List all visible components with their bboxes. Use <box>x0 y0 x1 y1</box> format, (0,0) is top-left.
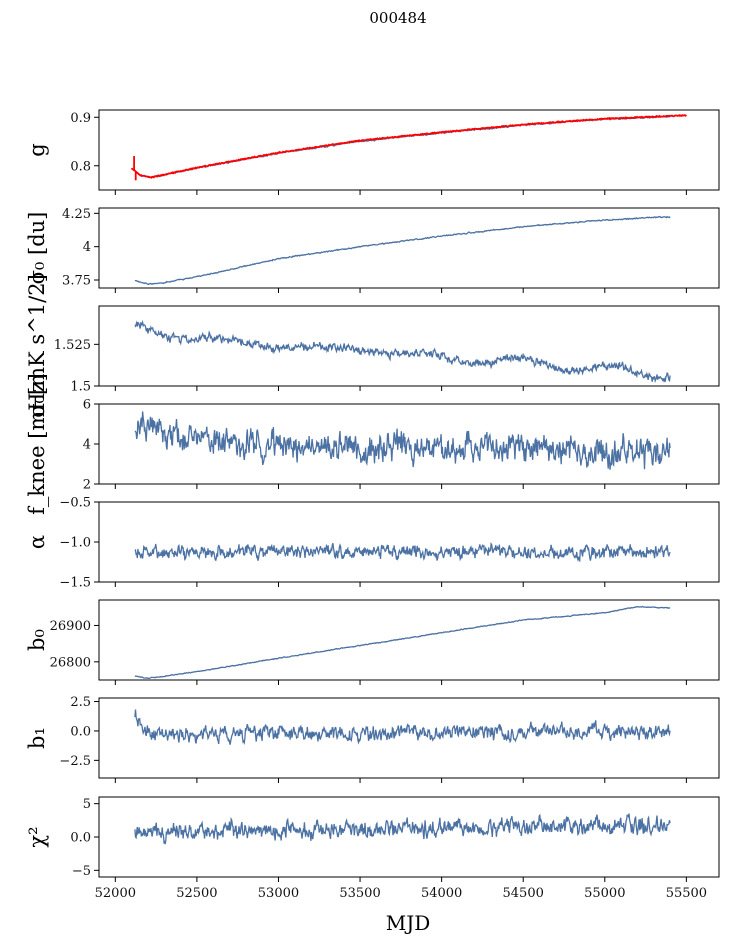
axes-frame <box>98 305 720 387</box>
panel-sigma0-mk: 1.5 1.525 σ₀[mK s^1/2] <box>25 274 720 418</box>
y-tick-label: 4 <box>83 240 91 255</box>
axes-frame <box>98 697 720 779</box>
y-tick-label: −1.5 <box>59 576 91 591</box>
series-line-b0 <box>134 605 671 680</box>
series-line-fknee <box>134 411 671 470</box>
y-tick-label: 6 <box>83 398 91 413</box>
y-tick-label: 0.9 <box>70 111 91 126</box>
y-axis-label-fknee: f_knee [mHz] <box>25 373 49 515</box>
y-tick-label: 2.5 <box>70 695 91 710</box>
x-tick-label: 55500 <box>666 886 707 901</box>
panel-chi2: −5 0.0 5 52000 52500 53000 53500 54000 54500 5500… <box>25 796 720 901</box>
y-tick-label: 26800 <box>50 655 91 670</box>
series-line-chi2 <box>134 813 671 845</box>
x-tick-label: 52500 <box>176 886 217 901</box>
y-axis-label-g: g <box>25 143 49 156</box>
x-tick-label: 55000 <box>584 886 625 901</box>
y-tick-label: −5 <box>72 864 91 879</box>
x-tick-label: 53000 <box>258 886 299 901</box>
series-line-g <box>134 114 671 179</box>
y-axis-label-b1: b₁ <box>25 727 49 749</box>
x-tick-label: 52000 <box>95 886 136 901</box>
axes-frame <box>98 599 720 681</box>
axes-frame <box>98 109 720 191</box>
y-tick-label: −2.5 <box>59 754 91 769</box>
y-axis-label-sigma0-mk: σ₀[mK s^1/2] <box>25 274 49 418</box>
panel-alpha: −1.5 −1.0 −0.5 α <box>25 496 720 591</box>
y-tick-label: 4.25 <box>62 207 91 222</box>
axes-frame <box>98 207 720 289</box>
x-tick-label: 54500 <box>503 886 544 901</box>
panel-g: 0.8 0.9 g <box>25 109 720 195</box>
y-tick-label: 26900 <box>50 619 91 634</box>
y-tick-label: 0.8 <box>70 159 91 174</box>
panel-b1: −2.5 0.0 2.5 b₁ <box>25 695 720 783</box>
y-tick-label: 0.0 <box>70 724 91 739</box>
x-axis-label: MJD <box>386 911 431 935</box>
x-tick-label: 53500 <box>339 886 380 901</box>
y-tick-label: 0.0 <box>70 831 91 846</box>
series-line-sigma0-du <box>134 215 671 286</box>
y-tick-label: 2 <box>83 478 91 493</box>
y-tick-label: 1.5 <box>70 380 91 395</box>
y-axis-label-alpha: α <box>25 535 49 549</box>
series-line-b1 <box>134 709 671 746</box>
y-tick-label: −0.5 <box>59 496 91 511</box>
panel-fknee: 2 4 6 f_knee [mHz] <box>25 373 720 515</box>
overlay-line-g <box>130 114 687 179</box>
y-tick-label: 3.75 <box>62 274 91 289</box>
y-tick-label: 4 <box>83 438 91 453</box>
y-axis-label-sigma0-du: σ₀ [du] <box>25 212 49 285</box>
y-axis-label-b0: b₀ <box>25 629 49 651</box>
y-tick-label: 5 <box>83 797 91 812</box>
axes-frame <box>98 501 720 583</box>
y-tick-label: −1.0 <box>59 536 91 551</box>
y-tick-label: 1.525 <box>54 338 91 353</box>
series-line-sigma0-mk <box>134 319 671 384</box>
panel-sigma0-du: 3.75 4 4.25 σ₀ [du] <box>25 207 720 293</box>
y-axis-label-chi2: χ² <box>25 826 49 847</box>
series-line-alpha <box>134 542 671 563</box>
x-tick-label: 54000 <box>421 886 462 901</box>
figure-title: 000484 <box>369 9 426 27</box>
